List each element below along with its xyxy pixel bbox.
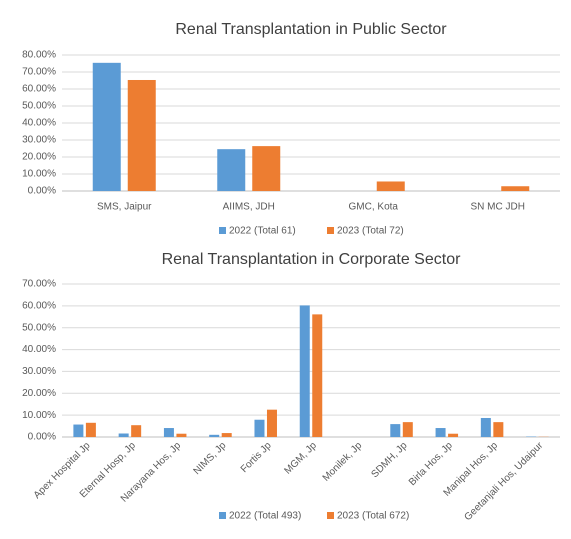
legend-swatch: [219, 512, 226, 519]
x-tick-label: NIMS, Jp: [192, 440, 229, 477]
bar: [221, 433, 232, 437]
y-tick-label: 0.00%: [28, 186, 56, 197]
y-tick-label: 30.00%: [22, 366, 56, 377]
x-tick-label: AIIMS, JDH: [223, 202, 275, 213]
y-tick-label: 70.00%: [22, 279, 56, 290]
y-tick-label: 10.00%: [22, 410, 56, 421]
y-tick-label: 0.00%: [28, 432, 56, 443]
legend-label: 2023 (Total 672): [337, 511, 409, 522]
x-tick-label: MGM, Jp: [283, 440, 320, 477]
bar: [73, 424, 84, 437]
bar: [480, 417, 491, 437]
bar: [299, 305, 310, 437]
legend-label: 2022 (Total 61): [229, 226, 296, 237]
bar: [390, 424, 401, 437]
bar: [252, 146, 281, 191]
bar: [131, 425, 142, 437]
y-tick-label: 80.00%: [22, 50, 56, 61]
x-tick-label: SN MC JDH: [471, 202, 525, 213]
bar: [127, 79, 156, 191]
bar: [493, 422, 504, 437]
chart-title: Renal Transplantation in Corporate Secto…: [162, 251, 462, 268]
x-tick-label: Birla Hos, Jp: [407, 440, 455, 488]
bar: [118, 433, 129, 437]
legend-swatch: [327, 512, 334, 519]
legend-swatch: [219, 227, 226, 234]
x-tick-label: SDMH, Jp: [370, 440, 410, 480]
x-tick-label: Monilek, Jp: [321, 440, 365, 484]
y-tick-label: 40.00%: [22, 344, 56, 355]
bar: [92, 62, 121, 191]
bar: [312, 314, 323, 437]
legend-swatch: [327, 227, 334, 234]
y-tick-label: 60.00%: [22, 84, 56, 95]
bar: [85, 422, 96, 437]
bar: [266, 409, 277, 437]
bar: [217, 149, 246, 191]
y-tick-label: 70.00%: [22, 67, 56, 78]
chart-title: Renal Transplantation in Public Sector: [175, 21, 447, 38]
y-tick-label: 50.00%: [22, 322, 56, 333]
bar: [376, 181, 405, 191]
bar: [209, 434, 220, 437]
legend-label: 2023 (Total 72): [337, 226, 404, 237]
y-tick-label: 10.00%: [22, 169, 56, 180]
bar: [176, 433, 187, 437]
bar: [435, 428, 446, 437]
y-tick-label: 20.00%: [22, 388, 56, 399]
bar: [254, 419, 265, 437]
y-tick-label: 20.00%: [22, 152, 56, 163]
x-tick-label: Geetanjali Hos, Udaipur: [462, 440, 545, 523]
legend-label: 2022 (Total 493): [229, 511, 301, 522]
x-tick-label: Fortis Jp: [239, 440, 274, 475]
bar: [163, 428, 174, 437]
x-tick-label: SMS, Jaipur: [97, 202, 152, 213]
x-tick-label: GMC, Kota: [349, 202, 399, 213]
y-tick-label: 30.00%: [22, 135, 56, 146]
bar: [402, 422, 413, 437]
y-tick-label: 40.00%: [22, 118, 56, 129]
bar: [501, 186, 530, 191]
y-tick-label: 50.00%: [22, 101, 56, 112]
y-tick-label: 60.00%: [22, 300, 56, 311]
bar: [448, 433, 459, 437]
